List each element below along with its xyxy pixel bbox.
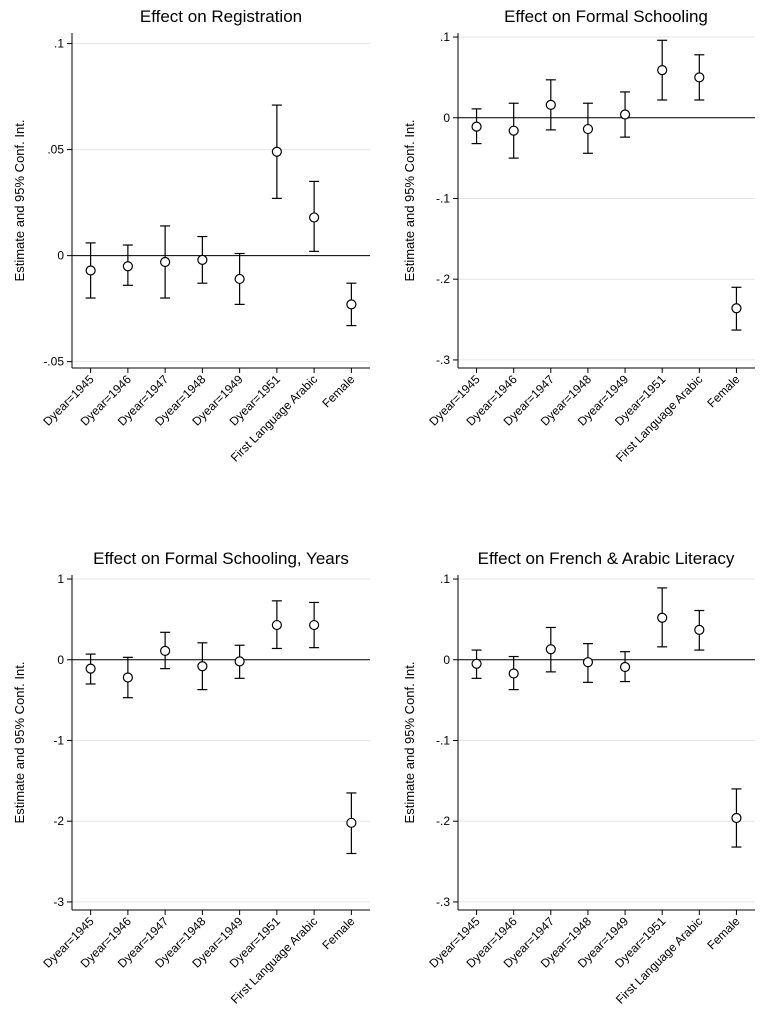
chart-title: Effect on Registration <box>140 7 302 26</box>
chart-title: Effect on Formal Schooling, Years <box>93 549 349 568</box>
point-estimate <box>160 256 171 268</box>
y-tick-label: -.05 <box>43 355 64 369</box>
y-tick-label: .1 <box>440 30 450 44</box>
point-estimate <box>731 303 742 314</box>
point-estimate <box>234 656 245 667</box>
point-estimate <box>234 273 245 285</box>
y-tick-label: -1 <box>53 733 64 747</box>
y-tick-label: -.1 <box>436 191 450 205</box>
y-tick-label: 0 <box>443 111 450 125</box>
point-estimate <box>545 644 556 655</box>
y-tick-label: -.1 <box>436 733 450 747</box>
point-estimate <box>271 619 282 631</box>
y-tick-label: -.3 <box>436 895 450 909</box>
y-tick-label: -.2 <box>436 814 450 828</box>
point-estimate <box>197 661 208 672</box>
point-estimate <box>694 72 705 83</box>
point-estimate <box>582 123 594 135</box>
y-tick-label: -.2 <box>436 272 450 286</box>
point-estimate <box>619 109 631 120</box>
point-estimate <box>508 125 519 136</box>
point-estimate <box>122 261 133 272</box>
y-axis-label: Estimate and 95% Conf. Int. <box>402 662 417 824</box>
y-tick-label: .1 <box>440 572 450 586</box>
point-estimate <box>271 146 282 157</box>
point-estimate <box>197 254 208 265</box>
point-estimate <box>657 65 668 76</box>
y-tick-label: 0 <box>57 249 64 263</box>
point-estimate <box>309 619 320 631</box>
chart-title: Effect on French & Arabic Literacy <box>478 549 735 568</box>
point-estimate <box>508 668 519 679</box>
y-tick-label: -2 <box>53 814 64 828</box>
point-estimate <box>346 299 357 310</box>
y-tick-label: -3 <box>53 895 64 909</box>
point-estimate <box>657 612 668 623</box>
point-estimate <box>471 121 482 132</box>
y-tick-label: 1 <box>57 572 64 586</box>
y-tick-label: .05 <box>47 143 64 157</box>
point-estimate <box>582 657 594 668</box>
y-tick-label: .1 <box>54 37 64 51</box>
y-tick-label: 0 <box>57 653 64 667</box>
point-estimate <box>122 672 133 683</box>
point-estimate <box>694 624 705 635</box>
point-estimate <box>471 658 482 669</box>
y-axis-label: Estimate and 95% Conf. Int. <box>402 120 417 282</box>
y-axis-label: Estimate and 95% Conf. Int. <box>12 662 27 824</box>
point-estimate <box>619 661 631 673</box>
point-estimate <box>309 212 320 223</box>
point-estimate <box>85 265 96 276</box>
y-tick-label: 0 <box>443 653 450 667</box>
chart-title: Effect on Formal Schooling <box>504 7 708 26</box>
point-estimate <box>545 99 556 110</box>
y-axis-label: Estimate and 95% Conf. Int. <box>12 120 27 282</box>
point-estimate <box>85 663 96 674</box>
point-estimate <box>346 817 357 828</box>
y-tick-label: -.3 <box>436 353 450 367</box>
point-estimate <box>731 812 742 824</box>
point-estimate <box>160 645 171 656</box>
